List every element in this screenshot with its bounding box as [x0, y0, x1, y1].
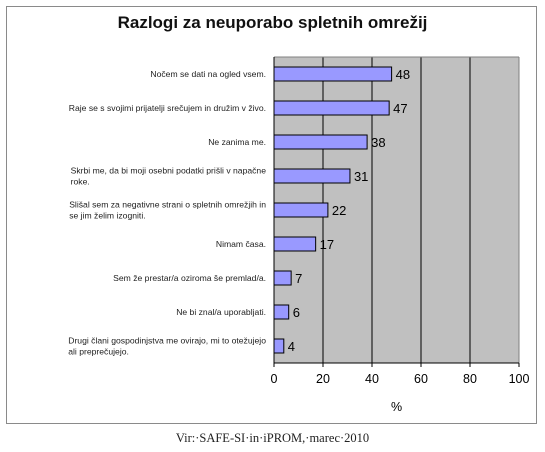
- chart-title: Razlogi za neuporabo spletnih omrežij: [117, 13, 428, 32]
- x-tick-label: 60: [414, 372, 428, 386]
- category-label-line: Slišal sem za negativne strani o spletni…: [69, 200, 266, 210]
- x-tick-label: 0: [271, 372, 278, 386]
- data-label: 47: [393, 101, 407, 116]
- category-label-line: roke.: [71, 177, 90, 187]
- category-label-line: Skrbi me, da bi moji osebni podatki priš…: [71, 166, 267, 176]
- category-label: Ne bi znal/a uporabljati.: [176, 307, 266, 317]
- bar: [273, 304, 290, 320]
- bar: [273, 66, 393, 82]
- x-tick-label: 80: [463, 372, 477, 386]
- data-label: 6: [293, 305, 300, 320]
- category-label: Slišal sem za negativne strani o spletni…: [69, 200, 266, 221]
- category-label: Nočem se dati na ogled vsem.: [150, 69, 266, 79]
- category-label-line: ali preprečujejo.: [68, 347, 129, 357]
- bar: [273, 338, 285, 354]
- data-label: 22: [332, 203, 346, 218]
- category-label: Drugi člani gospodinjstva me ovirajo, mi…: [68, 336, 266, 357]
- data-label: 31: [354, 169, 368, 184]
- x-tick-label: 40: [365, 372, 379, 386]
- data-label: 4: [288, 339, 295, 354]
- x-axis-title: %: [391, 400, 402, 414]
- category-label: Ne zanima me.: [208, 137, 266, 147]
- data-label: 48: [396, 67, 410, 82]
- source-note: Vir:·SAFE-SI·in·iPROM,·marec·2010: [175, 431, 370, 445]
- x-tick-label: 20: [316, 372, 330, 386]
- category-label: Raje se s svojimi prijatelji srečujem in…: [69, 103, 266, 113]
- bar: [273, 168, 351, 184]
- category-label-line: se jim želim izogniti.: [69, 211, 145, 221]
- category-label: Nimam časa.: [216, 239, 266, 249]
- bar: [273, 202, 329, 218]
- bar: [273, 100, 390, 116]
- category-label: Skrbi me, da bi moji osebni podatki priš…: [71, 166, 267, 187]
- data-label: 7: [295, 271, 302, 286]
- bar: [273, 270, 292, 286]
- data-label: 17: [320, 237, 334, 252]
- category-label: Sem že prestar/a oziroma še premlad/a.: [113, 273, 266, 283]
- bar: [273, 236, 317, 252]
- data-label: 38: [371, 135, 385, 150]
- bar: [273, 134, 368, 150]
- category-label-line: Drugi člani gospodinjstva me ovirajo, mi…: [68, 336, 266, 346]
- x-tick-label: 100: [509, 372, 530, 386]
